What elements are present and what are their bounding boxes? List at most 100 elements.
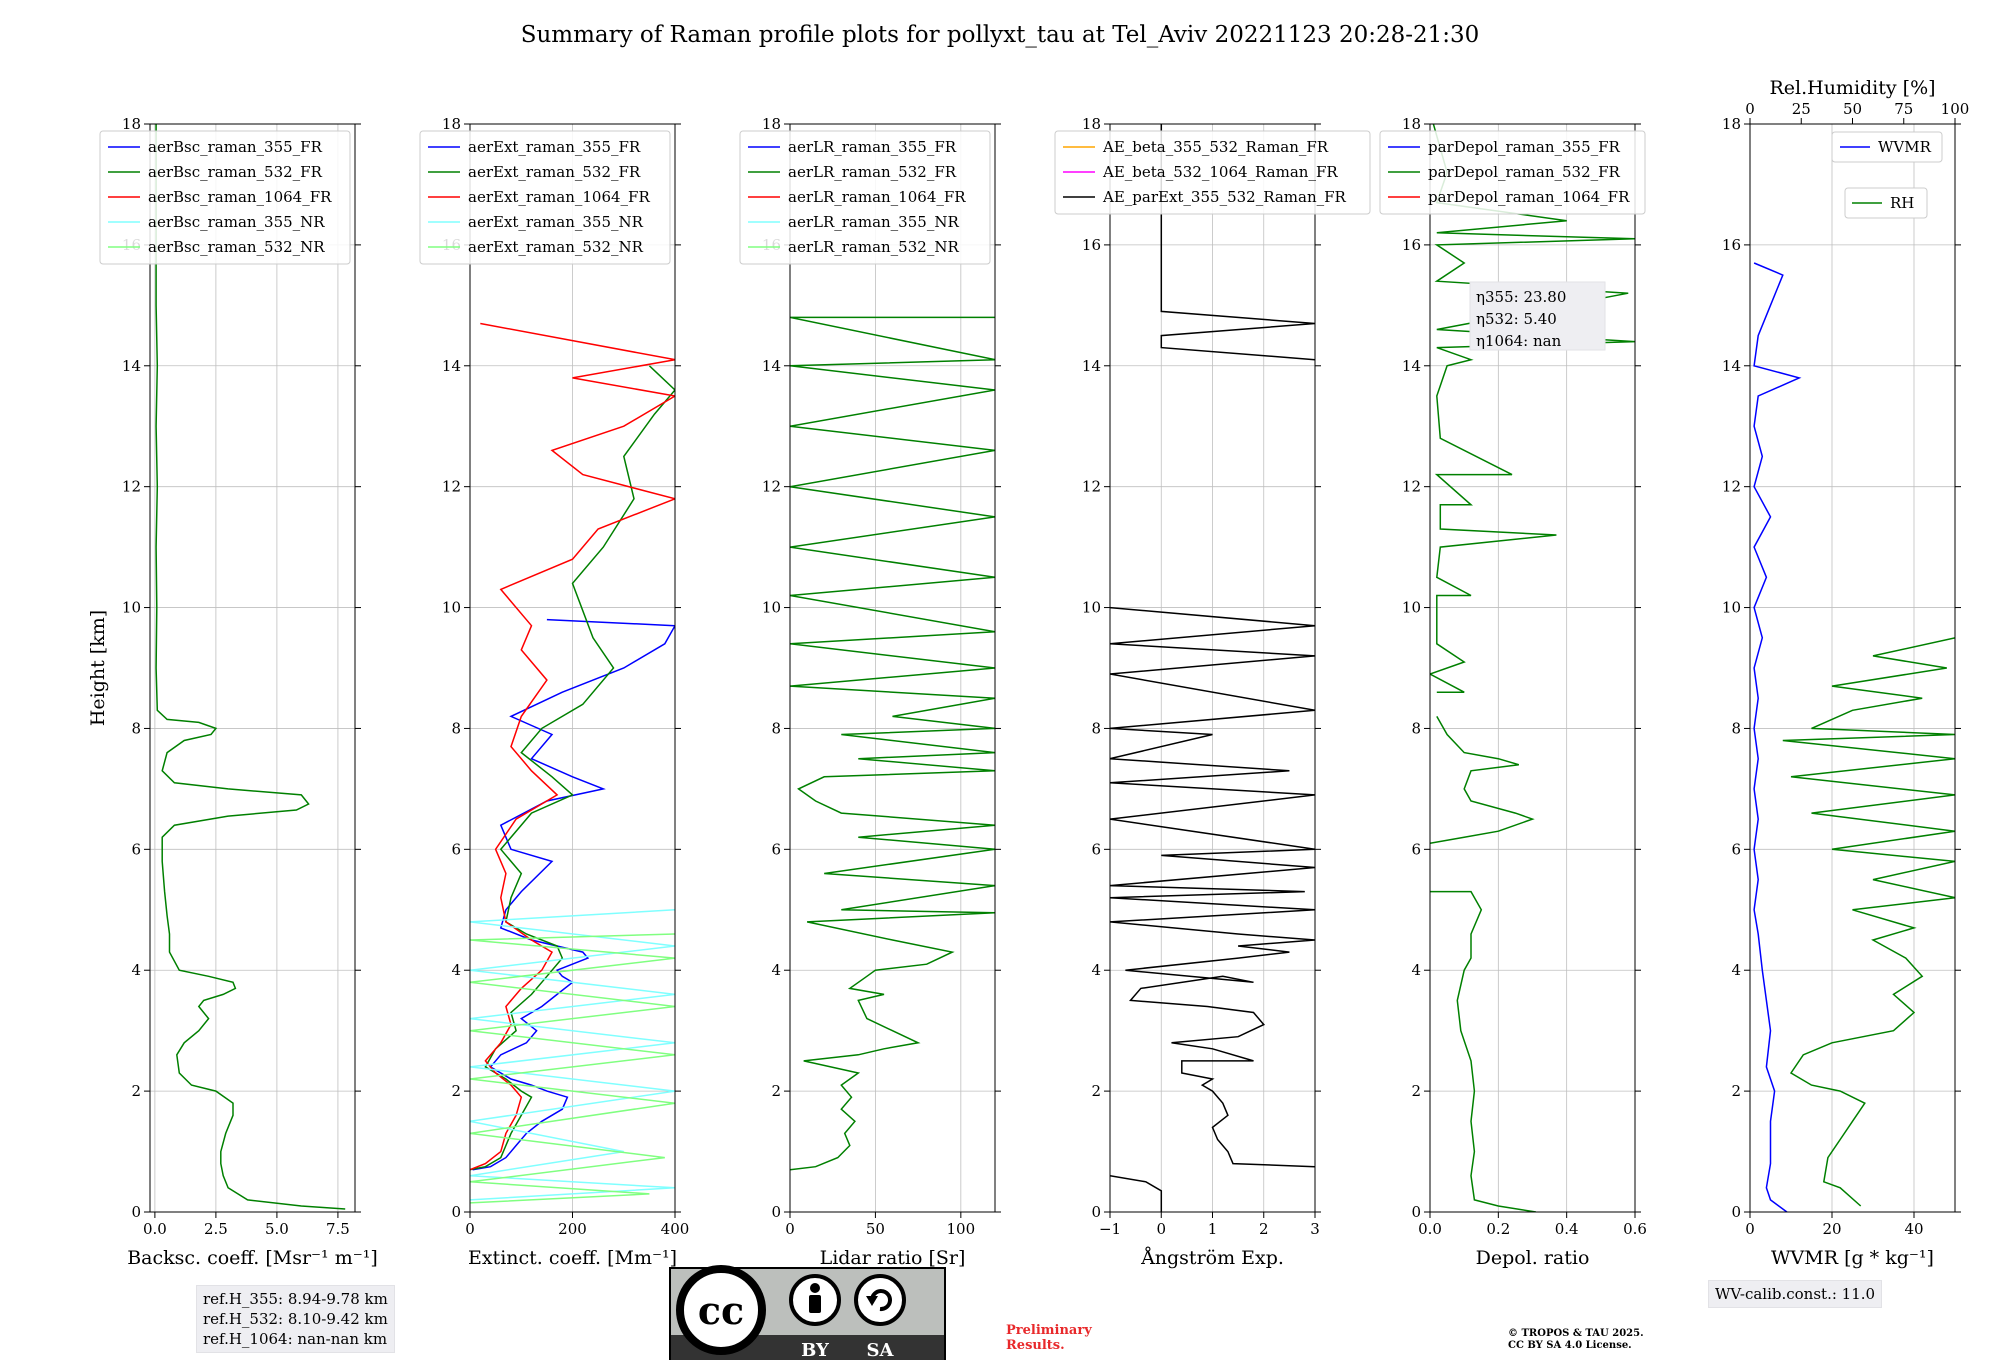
y-tick-label: 0 — [131, 1203, 141, 1221]
copyright-line-2: CC BY SA 4.0 License. — [1508, 1340, 1632, 1351]
preliminary-line-1: Preliminary — [1006, 1323, 1092, 1338]
x-tick-label: 400 — [661, 1220, 690, 1238]
by-person-body — [809, 1295, 821, 1313]
y-tick-label: 12 — [1402, 478, 1421, 496]
y-tick-label: 10 — [1082, 599, 1101, 617]
axes-frame — [1749, 123, 1956, 1213]
y-tick-label: 12 — [122, 478, 141, 496]
depol-annotation: η355: 23.80 η532: 5.40 η1064: nan — [1469, 281, 1606, 351]
wv-calibration-box: WV-calib.const.: 11.0 — [1708, 1280, 1883, 1308]
y-tick-label: 14 — [122, 357, 141, 375]
y-tick-label: 10 — [762, 599, 781, 617]
legend-box — [1844, 187, 1928, 219]
series-line-aerExt_raman_532_NR — [470, 933, 675, 1204]
x-tick-label: 50 — [866, 1220, 885, 1238]
y-tick-label: 8 — [1731, 719, 1741, 737]
y-tick-label: 6 — [1411, 840, 1421, 858]
y-tick-label: 0 — [1411, 1203, 1421, 1221]
axes-frame — [1429, 123, 1636, 1213]
x-tick-label: 2.5 — [204, 1220, 228, 1238]
top-x-tick-label: 25 — [1792, 100, 1811, 118]
y-tick-label: 4 — [1091, 961, 1101, 979]
series-line-aerExt_raman_355_FR — [472, 618, 675, 1171]
y-tick-label: 0 — [451, 1203, 461, 1221]
legend-label: AE_beta_355_532_Raman_FR — [1102, 138, 1329, 156]
x-tick-label: 0.4 — [1555, 1220, 1579, 1238]
y-tick-label: 12 — [1082, 478, 1101, 496]
legend-box — [1831, 131, 1943, 163]
depol-annotation-text: η532: 5.40 — [1476, 310, 1557, 328]
legend-label: WVMR — [1878, 138, 1932, 156]
panel-depolarization: 0 2 4 6 8 10 12 14 16 18 0.0 0.2 0.4 0.6 Depol. ratio p… — [1379, 115, 1647, 1269]
y-tick-label: 2 — [131, 1082, 141, 1100]
y-tick-label: 14 — [762, 357, 781, 375]
legend-label: aerExt_raman_355_NR — [468, 213, 644, 231]
x-tick-label: 0.0 — [143, 1220, 167, 1238]
y-tick-label: 2 — [771, 1082, 781, 1100]
legend: parDepol_raman_355_FR parDepol_raman_532_… — [1379, 130, 1646, 215]
y-tick-label: 0 — [771, 1203, 781, 1221]
x-tick-label: 7.5 — [326, 1220, 350, 1238]
x-tick-label: −1 — [1099, 1220, 1121, 1238]
by-label: BY — [801, 1340, 830, 1360]
panel-extinction: 0246810121416180200400Extinct. coeff. [M… — [419, 115, 690, 1269]
x-tick-label: 0 — [1745, 1220, 1755, 1238]
x-axis-label: Depol. ratio — [1476, 1247, 1590, 1269]
legend-box — [99, 130, 351, 265]
cc-circle-icon — [676, 1265, 766, 1355]
legend-label: parDepol_raman_355_FR — [1428, 138, 1621, 156]
x-tick-label: 3 — [1310, 1220, 1320, 1238]
y-tick-label: 10 — [442, 599, 461, 617]
preliminary-note: Preliminary Results. — [1006, 1323, 1092, 1353]
legend-box — [1379, 130, 1646, 215]
x-axis-label: Extinct. coeff. [Mm⁻¹] — [468, 1247, 677, 1269]
depol-annotation-text: η355: 23.80 — [1476, 288, 1566, 306]
legend-label: RH — [1890, 194, 1914, 212]
y-tick-label: 18 — [1722, 115, 1741, 133]
top-x-tick-label: 100 — [1941, 100, 1970, 118]
x-tick-label: 0 — [1156, 1220, 1166, 1238]
x-tick-label: 0.0 — [1418, 1220, 1442, 1238]
legend-label: aerLR_raman_355_FR — [788, 138, 957, 156]
wv-calibration-constant: WV-calib.const.: 11.0 — [1715, 1285, 1876, 1303]
y-tick-label: 6 — [451, 840, 461, 858]
y-tick-label: 14 — [1722, 357, 1741, 375]
y-tick-label: 2 — [1731, 1082, 1741, 1100]
x-tick-label: 5.0 — [265, 1220, 289, 1238]
x-tick-label: 100 — [947, 1220, 976, 1238]
ref-height-1064: ref.H_1064: nan-nan km — [203, 1330, 388, 1348]
y-tick-label: 8 — [1411, 719, 1421, 737]
legend-label: aerLR_raman_355_NR — [788, 213, 959, 231]
legend-label: aerExt_raman_532_FR — [468, 163, 641, 181]
series-line-RH — [1782, 637, 1955, 1207]
legend: aerLR_raman_355_FR aerLR_raman_532_FR aerL… — [739, 130, 991, 265]
y-tick-label: 18 — [762, 115, 781, 133]
y-tick-label: 12 — [1722, 478, 1741, 496]
top-x-tick-label: 50 — [1843, 100, 1862, 118]
legend-label: parDepol_raman_532_FR — [1428, 163, 1621, 181]
y-axis-label: Height [km] — [87, 610, 109, 726]
legend-label: aerBsc_raman_1064_FR — [148, 188, 332, 206]
x-tick-label: 20 — [1822, 1220, 1841, 1238]
top-axis-label: Rel.Humidity [%] — [1769, 77, 1935, 99]
x-tick-label: 2 — [1259, 1220, 1269, 1238]
y-tick-label: 10 — [1722, 599, 1741, 617]
reference-height-box: ref.H_355: 8.94-9.78 km ref.H_532: 8.10-… — [196, 1285, 395, 1353]
legend-label: aerExt_raman_1064_FR — [468, 188, 650, 206]
series-line-parDepol_raman_532_FR_2 — [1430, 716, 1535, 845]
x-axis-label: WVMR [g * kg⁻¹] — [1771, 1247, 1934, 1269]
panel-lidar_ratio: 024681012141618050100Lidar ratio [Sr]aer… — [739, 115, 1001, 1269]
x-axis-label: Backsc. coeff. [Msr⁻¹ m⁻¹] — [127, 1247, 378, 1269]
copyright-note: © TROPOS & TAU 2025. CC BY SA 4.0 Licens… — [1508, 1328, 1644, 1352]
y-tick-label: 12 — [762, 478, 781, 496]
legend-box — [739, 130, 991, 265]
depol-annotation-box — [1469, 281, 1606, 351]
series-line-AE_parExt_355_532_Raman_FR_3 — [1160, 124, 1315, 361]
y-tick-label: 16 — [1402, 236, 1421, 254]
sa-share-icon — [854, 1274, 906, 1326]
y-tick-label: 2 — [1411, 1082, 1421, 1100]
y-tick-label: 6 — [1731, 840, 1741, 858]
x-tick-label: 200 — [558, 1220, 587, 1238]
